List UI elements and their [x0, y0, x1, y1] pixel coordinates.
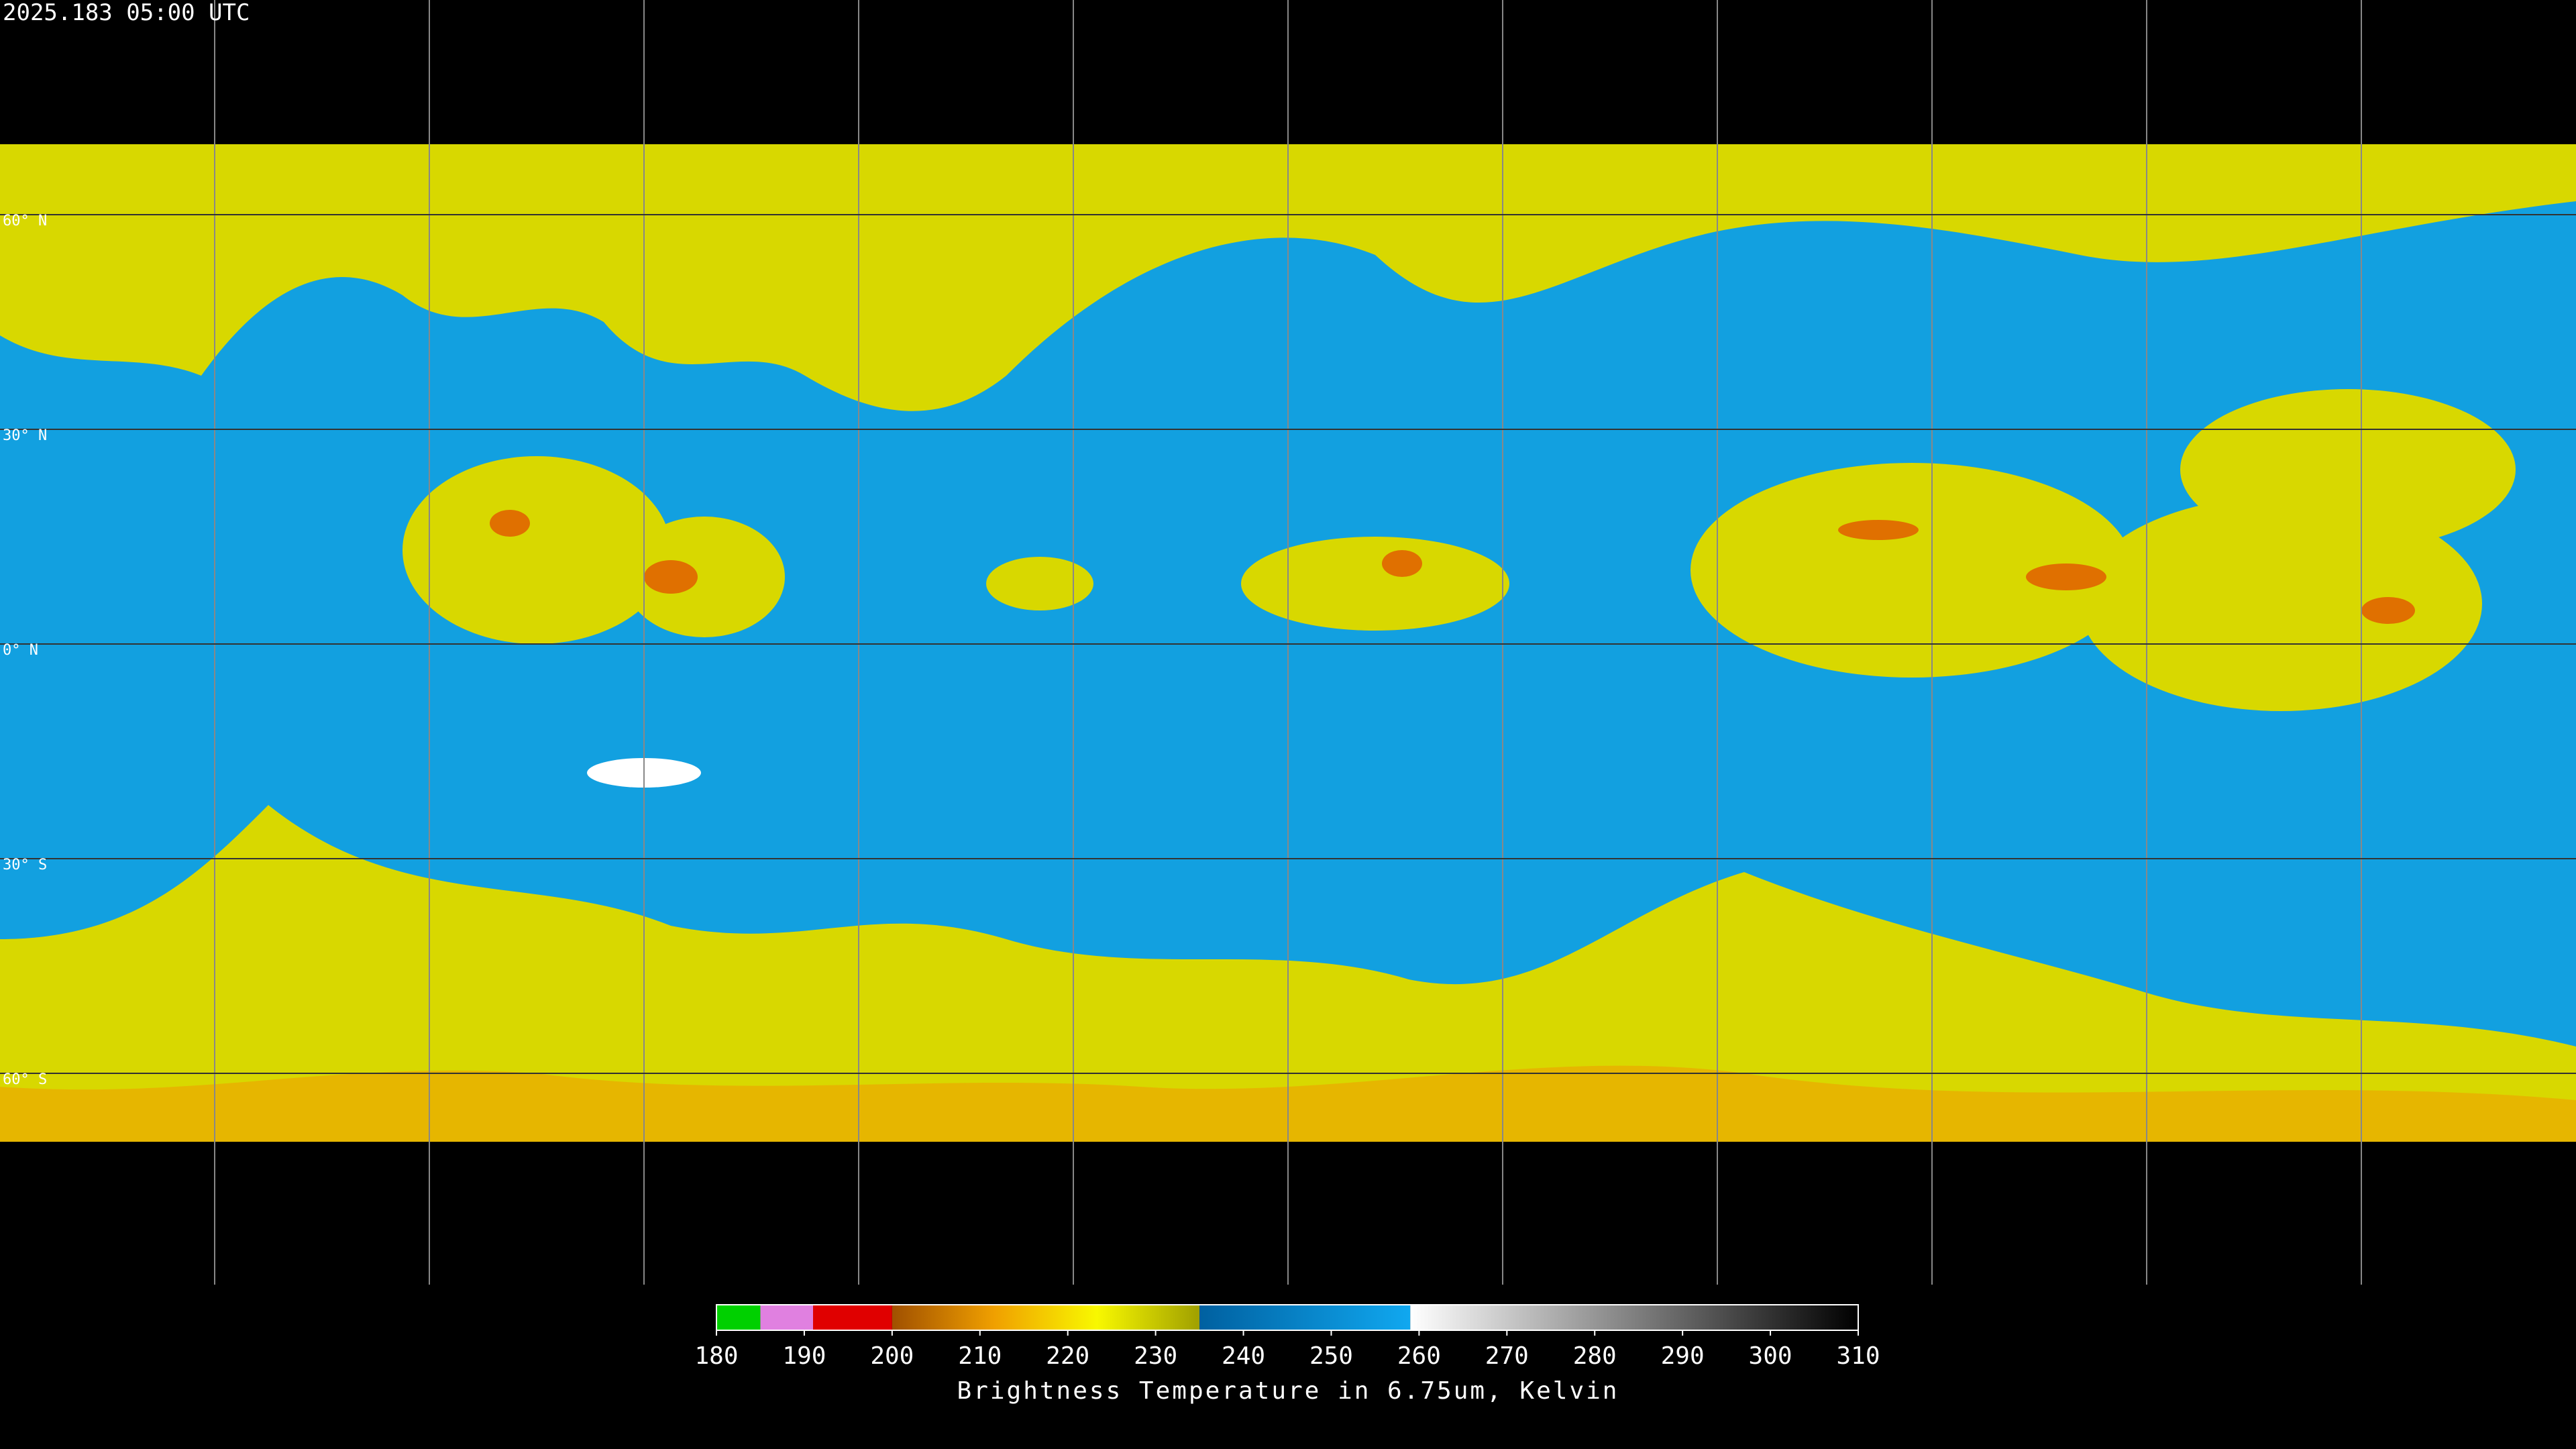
latitude-label: 60° N [3, 213, 47, 229]
colorbar-segment [760, 1305, 814, 1330]
latitude-label: 30° S [3, 857, 47, 873]
colorbar-tick-label: 290 [1661, 1342, 1705, 1370]
graticule: 60° N 30° N 0° N 30° S 60° S [0, 0, 2576, 1285]
colorbar-tick-label: 250 [1309, 1342, 1353, 1370]
latitude-label: 60° S [3, 1071, 47, 1088]
colorbar-label: Brightness Temperature in 6.75um, Kelvin [957, 1377, 1619, 1405]
colorbar-frame [716, 1304, 1859, 1331]
colorbar-tick-label: 230 [1134, 1342, 1177, 1370]
colorbar: 180 190 200 210 220 230 240 250 260 270 280 290 300 3… [694, 1304, 1880, 1370]
colorbar-tick-label: 240 [1222, 1342, 1265, 1370]
colorbar-tick-label: 260 [1397, 1342, 1441, 1370]
colorbar-segment [1199, 1305, 1411, 1330]
colorbar-segment [892, 1305, 1200, 1330]
colorbar-tick-label: 190 [782, 1342, 826, 1370]
colorbar-tick-label: 220 [1046, 1342, 1089, 1370]
colorbar-tick-label: 210 [958, 1342, 1002, 1370]
colorbar-segment [716, 1305, 761, 1330]
deep-convection [490, 510, 2415, 624]
colorbar-tick-label: 270 [1485, 1342, 1529, 1370]
colorbar-tick-label: 310 [1836, 1342, 1880, 1370]
latitude-label: 0° N [3, 642, 38, 659]
colorbar-tick-label: 180 [694, 1342, 738, 1370]
colorbar-tick-label: 200 [870, 1342, 914, 1370]
colorbar-tick-label: 300 [1749, 1342, 1792, 1370]
colorbar-segment [1410, 1305, 1858, 1330]
latitude-label: 30° N [3, 427, 47, 444]
timestamp: 2025.183 05:00 UTC [3, 0, 250, 26]
colorbar-tick-label: 280 [1573, 1342, 1617, 1370]
colorbar-segment [813, 1305, 892, 1330]
